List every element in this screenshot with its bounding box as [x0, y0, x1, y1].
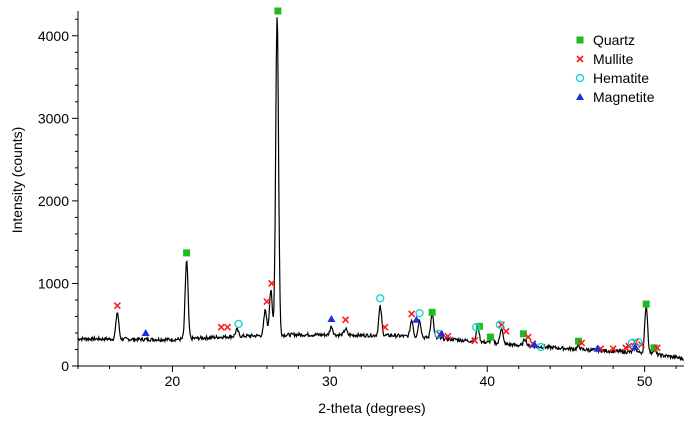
x-tick-label: 50 — [637, 373, 653, 389]
xrd-spectrum-line — [77, 17, 685, 362]
magnetite-marker — [141, 328, 150, 336]
spectrum-group — [77, 17, 685, 362]
hematite-marker — [634, 337, 643, 347]
mullite-marker — [381, 323, 389, 331]
x-stroke — [502, 327, 510, 335]
x-stroke — [342, 316, 350, 324]
quartz-marker — [519, 330, 527, 338]
mullite-marker — [268, 279, 276, 288]
phase-markers — [113, 7, 661, 353]
magnetite-marker — [631, 343, 640, 351]
y-tick-label: 3000 — [38, 110, 69, 126]
mullite-marker — [444, 332, 452, 340]
legend: Quartz Mullite Hematite Magnetite — [575, 32, 655, 105]
y-axis-title: Intensity (counts) — [9, 127, 25, 234]
x-stroke — [381, 323, 389, 331]
mullite-marker — [217, 323, 225, 331]
mullite-marker — [578, 339, 586, 347]
x-stroke — [113, 302, 121, 310]
x-tick-label: 20 — [165, 373, 181, 389]
mullite-marker — [625, 342, 633, 350]
hematite-marker — [415, 308, 424, 318]
mullite-marker — [408, 310, 416, 318]
x-stroke — [263, 298, 271, 306]
quartz-marker — [650, 344, 658, 352]
hematite-legend-label: Hematite — [593, 70, 649, 86]
hematite-marker — [472, 322, 481, 332]
mullite-marker — [524, 333, 532, 341]
mullite-marker — [263, 298, 271, 306]
x-stroke — [471, 336, 479, 344]
hematite-marker — [234, 319, 243, 329]
magnetite-marker — [327, 314, 336, 322]
hematite-legend-symbol — [575, 73, 585, 83]
x-tick-label: 40 — [479, 373, 495, 389]
x-stroke — [268, 279, 276, 288]
mullite-marker — [653, 344, 661, 352]
mullite-marker — [223, 323, 232, 331]
y-tick-label: 4000 — [38, 28, 69, 44]
quartz-marker — [486, 333, 494, 341]
axes: 20 30 40 50 0 1000 2000 3000 4000 — [38, 11, 684, 389]
magnetite-legend-label: Magnetite — [593, 89, 655, 105]
x-stroke — [408, 310, 416, 318]
quartz-marker — [642, 300, 650, 308]
mullite-marker — [502, 327, 510, 335]
quartz-legend-symbol — [576, 36, 584, 44]
y-tick-label: 1000 — [38, 275, 69, 291]
quartz-marker — [274, 7, 282, 15]
y-tick-label: 2000 — [38, 193, 69, 209]
x-stroke — [578, 339, 586, 347]
x-stroke — [217, 323, 225, 331]
x-stroke — [625, 342, 633, 350]
x-stroke — [653, 344, 661, 352]
mullite-marker — [609, 345, 617, 353]
x-tick-label: 30 — [322, 373, 338, 389]
quartz-legend-label: Quartz — [593, 32, 635, 48]
mullite-legend-symbol — [576, 55, 584, 63]
x-stroke — [524, 333, 532, 341]
magnetite-marker — [530, 340, 539, 348]
quartz-marker — [183, 249, 191, 257]
mullite-marker — [471, 336, 479, 344]
x-stroke — [444, 332, 452, 340]
magnetite-legend-symbol — [576, 93, 584, 100]
magnetite-marker — [437, 329, 446, 337]
quartz-marker — [575, 337, 583, 345]
y-tick-label: 0 — [61, 358, 69, 374]
magnetite-marker — [412, 315, 421, 323]
hematite-marker — [495, 320, 505, 329]
x-stroke — [223, 323, 232, 331]
x-axis-title: 2-theta (degrees) — [318, 400, 425, 416]
quartz-marker — [428, 308, 436, 316]
mullite-legend-label: Mullite — [593, 51, 634, 67]
mullite-marker — [342, 316, 350, 324]
x-stroke — [609, 345, 617, 353]
magnetite-marker — [593, 344, 602, 352]
x-stroke — [576, 55, 584, 63]
hematite-marker — [376, 294, 385, 303]
mullite-marker — [113, 302, 121, 310]
